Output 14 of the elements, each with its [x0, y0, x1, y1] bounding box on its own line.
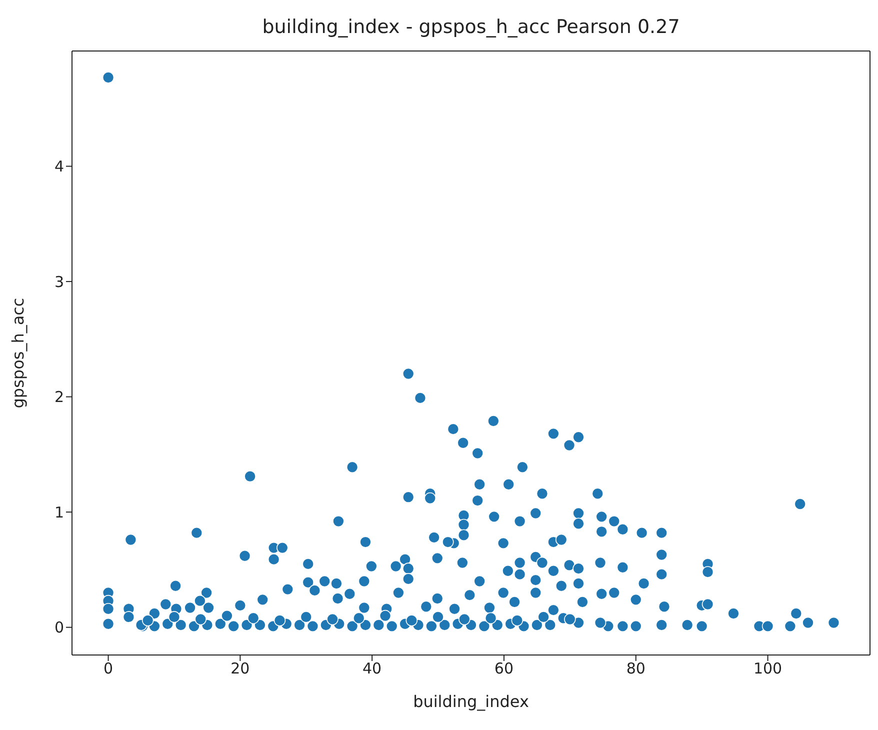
y-axis-title: gpspos_h_acc: [8, 298, 28, 408]
x-tick-label: 80: [626, 660, 646, 678]
y-tick-label: 4: [54, 158, 64, 176]
x-axis-title: building_index: [413, 692, 529, 711]
y-tick-label: 3: [54, 272, 64, 291]
y-tick-label: 0: [54, 618, 64, 637]
x-tick-label: 60: [494, 660, 514, 678]
x-tick-label: 40: [362, 660, 382, 678]
x-tick-label: 100: [753, 660, 782, 678]
y-tick-label: 2: [54, 388, 64, 406]
chart-title: building_index - gpspos_h_acc Pearson 0.27: [261, 16, 681, 38]
y-tick-label: 1: [54, 503, 64, 522]
x-tick-label: 20: [230, 660, 250, 678]
x-tick-label: 0: [104, 660, 114, 678]
